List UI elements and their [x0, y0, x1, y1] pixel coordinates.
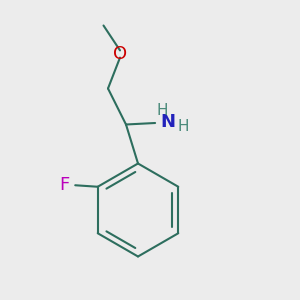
Text: O: O: [113, 45, 127, 63]
Text: N: N: [160, 113, 175, 131]
Text: H: H: [177, 119, 188, 134]
Text: H: H: [156, 103, 168, 118]
Text: F: F: [59, 176, 69, 194]
